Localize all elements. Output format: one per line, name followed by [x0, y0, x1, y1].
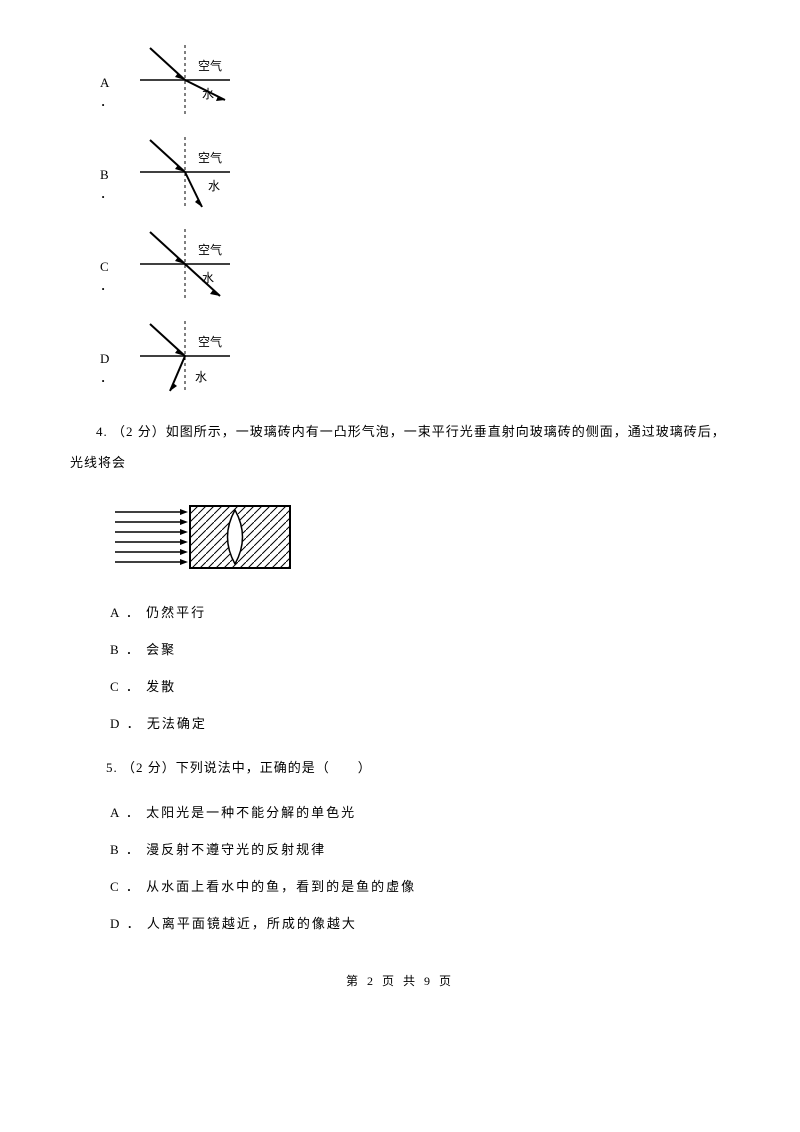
q4-text: 4. （2 分）如图所示，一玻璃砖内有一凸形气泡，一束平行光垂直射向玻璃砖的侧面…	[70, 416, 730, 478]
page-footer: 第 2 页 共 9 页	[70, 972, 730, 989]
air-label: 空气	[198, 242, 222, 257]
q3-option-d: D ． 空气 水	[100, 316, 730, 396]
option-letter: C ．	[100, 259, 130, 304]
q3-option-a: A ． 空气 水	[100, 40, 730, 120]
refraction-diagram-d: 空气 水	[130, 316, 250, 396]
answer-letter: C ．	[110, 879, 141, 894]
q5-number: 5.	[106, 760, 118, 775]
q4-answer-b: B ． 会聚	[110, 639, 730, 658]
answer-text: 人离平面镜越近，所成的像越大	[147, 916, 357, 931]
answer-letter: C ．	[110, 679, 141, 694]
glass-brick-diagram	[110, 498, 730, 582]
option-letter: A ．	[100, 75, 130, 120]
answer-text: 从水面上看水中的鱼，看到的是鱼的虚像	[146, 879, 416, 894]
water-label: 水	[208, 179, 220, 193]
refraction-diagram-b: 空气 水	[130, 132, 250, 212]
answer-text: 发散	[146, 679, 176, 694]
answer-letter: B ．	[110, 842, 141, 857]
water-label: 水	[195, 370, 207, 384]
q5-answer-a: A ． 太阳光是一种不能分解的单色光	[110, 802, 730, 821]
air-label: 空气	[198, 58, 222, 73]
q5-points: （2 分）	[122, 760, 176, 775]
answer-text: 漫反射不遵守光的反射规律	[146, 842, 326, 857]
q5-answer-b: B ． 漫反射不遵守光的反射规律	[110, 839, 730, 858]
option-letter: B ．	[100, 167, 130, 212]
q4-body: 如图所示，一玻璃砖内有一凸形气泡，一束平行光垂直射向玻璃砖的侧面，通过玻璃砖后，…	[70, 424, 726, 470]
answer-text: 太阳光是一种不能分解的单色光	[146, 805, 356, 820]
q5-body: 下列说法中，正确的是（ ）	[176, 760, 372, 775]
air-label: 空气	[198, 150, 222, 165]
answer-text: 无法确定	[147, 716, 207, 731]
answer-text: 仍然平行	[146, 605, 206, 620]
q3-option-b: B ． 空气 水	[100, 132, 730, 212]
q5-text: 5. （2 分）下列说法中，正确的是（ ）	[80, 752, 730, 783]
air-label: 空气	[198, 334, 222, 349]
answer-letter: A ．	[110, 805, 141, 820]
q3-option-c: C ． 空气 水	[100, 224, 730, 304]
answer-letter: A ．	[110, 605, 141, 620]
page-container: A ． 空气 水 B ．	[0, 0, 800, 1019]
answer-letter: D ．	[110, 916, 142, 931]
answer-letter: D ．	[110, 716, 142, 731]
q4-answer-d: D ． 无法确定	[110, 713, 730, 732]
water-label: 水	[202, 87, 214, 101]
answer-letter: B ．	[110, 642, 141, 657]
water-label: 水	[202, 271, 214, 285]
refraction-diagram-c: 空气 水	[130, 224, 250, 304]
q5-answer-c: C ． 从水面上看水中的鱼，看到的是鱼的虚像	[110, 876, 730, 895]
q4-answer-c: C ． 发散	[110, 676, 730, 695]
option-letter: D ．	[100, 351, 130, 396]
answer-text: 会聚	[146, 642, 176, 657]
q5-answer-d: D ． 人离平面镜越近，所成的像越大	[110, 913, 730, 932]
q4-answer-a: A ． 仍然平行	[110, 602, 730, 621]
q4-points: （2 分）	[112, 424, 166, 439]
q4-number: 4.	[96, 424, 108, 439]
refraction-diagram-a: 空气 水	[130, 40, 250, 120]
